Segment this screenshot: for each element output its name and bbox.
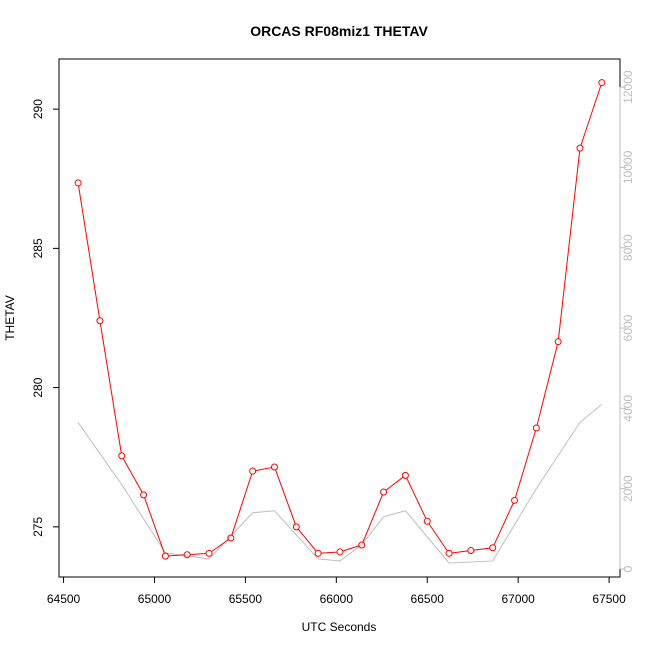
thetav-series-segment [144, 497, 165, 554]
thetav-series-segment [385, 476, 404, 491]
x-axis: 64500 65000 65500 66000 66500 67000 67500 [47, 576, 626, 606]
thetav-series-point [358, 541, 366, 549]
thetav-series-segment [473, 547, 490, 551]
thetav-series-segment [321, 551, 337, 554]
x-tick-label: 65500 [229, 592, 263, 606]
y2-tick-label: 10000 [621, 150, 635, 184]
thetav-series-segment [428, 523, 448, 552]
thetav-series-point [576, 144, 584, 152]
y-tick-label: 285 [31, 238, 45, 258]
thetav-series-point [401, 471, 409, 479]
thetav-series-point [489, 544, 497, 552]
thetav-series-point [118, 452, 126, 460]
series-layer [74, 79, 606, 564]
y2-tick-label: 2000 [621, 475, 635, 502]
thetav-series-segment [78, 185, 100, 318]
x-tick-label: 67500 [592, 592, 626, 606]
thetav-series-segment [342, 545, 360, 552]
x-tick-label: 67000 [501, 592, 535, 606]
y-tick-label: 275 [31, 517, 45, 537]
thetav-series-point [183, 551, 191, 559]
y-tick-label: 290 [31, 99, 45, 119]
thetav-series-segment [211, 539, 229, 553]
thetav-series-point [161, 552, 169, 560]
y-tick-label: 280 [31, 377, 45, 397]
thetav-series-point [205, 549, 213, 557]
thetav-series-segment [99, 323, 122, 453]
y-axis-right: 0 2000 4000 6000 8000 10000 12000 [619, 70, 635, 572]
thetav-series-segment [451, 550, 468, 554]
thetav-series-point [380, 488, 388, 496]
thetav-series-segment [558, 151, 581, 339]
thetav-series-segment [275, 469, 296, 525]
thetav-series-point [467, 547, 475, 555]
thetav-series-point [445, 549, 453, 557]
thetav-series-segment [536, 344, 558, 426]
y-axis-left: 275 280 285 290 [31, 99, 60, 537]
thetav-series-point [140, 491, 148, 499]
thetav-series-segment [122, 458, 143, 493]
y-axis-label: THETAV [3, 295, 17, 341]
x-tick-label: 64500 [47, 592, 81, 606]
thetav-series-point [227, 534, 235, 542]
thetav-series-segment [297, 528, 317, 552]
x-tick-label: 65000 [138, 592, 172, 606]
thetav-series-point [314, 549, 322, 557]
plot-frame [58, 58, 621, 578]
chart-title: ORCAS RF08miz1 THETAV [250, 23, 428, 39]
thetav-series-point [74, 179, 82, 187]
thetav-series-segment [580, 85, 602, 146]
thetav-series-segment [362, 494, 383, 543]
thetav-series-point [336, 548, 344, 556]
thetav-series-segment [168, 554, 185, 557]
x-axis-label: UTC Seconds [302, 620, 377, 634]
x-tick-label: 66000 [320, 592, 354, 606]
y2-tick-label: 6000 [621, 314, 635, 341]
thetav-series-point [598, 79, 606, 87]
y2-tick-label: 12000 [621, 70, 635, 104]
altitude-series-line [77, 403, 603, 564]
thetav-series-segment [231, 473, 253, 536]
thetav-series-point [554, 338, 562, 346]
thetav-series-point [511, 496, 519, 504]
thetav-series-point [532, 424, 540, 432]
thetav-series-segment [493, 502, 514, 546]
thetav-series-segment [514, 430, 536, 498]
y2-tick-label: 4000 [621, 395, 635, 422]
thetav-series-point [292, 523, 300, 531]
thetav-series-segment [406, 477, 427, 519]
y2-tick-label: 8000 [621, 234, 635, 261]
thetav-series-point [423, 517, 431, 525]
thetav-series-segment [255, 467, 272, 472]
x-tick-label: 66500 [411, 592, 445, 606]
thetav-series-point [96, 317, 104, 325]
y2-tick-label: 0 [621, 565, 635, 572]
thetav-series-point [249, 467, 257, 475]
thetav-series-point [270, 463, 278, 471]
thetav-series-segment [190, 553, 207, 556]
